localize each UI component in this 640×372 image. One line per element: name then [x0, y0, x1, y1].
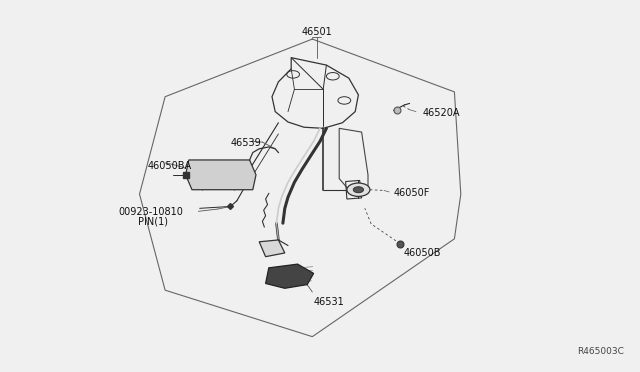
Text: 46050F: 46050F [394, 189, 430, 198]
Text: 46531: 46531 [314, 297, 344, 307]
Polygon shape [186, 160, 256, 190]
Text: 00923-10810: 00923-10810 [118, 207, 183, 217]
Polygon shape [259, 240, 285, 257]
Text: 46050B: 46050B [403, 248, 441, 258]
Text: 46520A: 46520A [422, 109, 460, 118]
Text: R465003C: R465003C [577, 347, 624, 356]
Text: 46050BA: 46050BA [147, 161, 191, 170]
Text: 46539: 46539 [230, 138, 261, 148]
Text: 46501: 46501 [301, 27, 332, 36]
Circle shape [353, 187, 364, 193]
Circle shape [347, 183, 370, 196]
Text: PIN(1): PIN(1) [138, 217, 168, 226]
Polygon shape [266, 264, 314, 288]
